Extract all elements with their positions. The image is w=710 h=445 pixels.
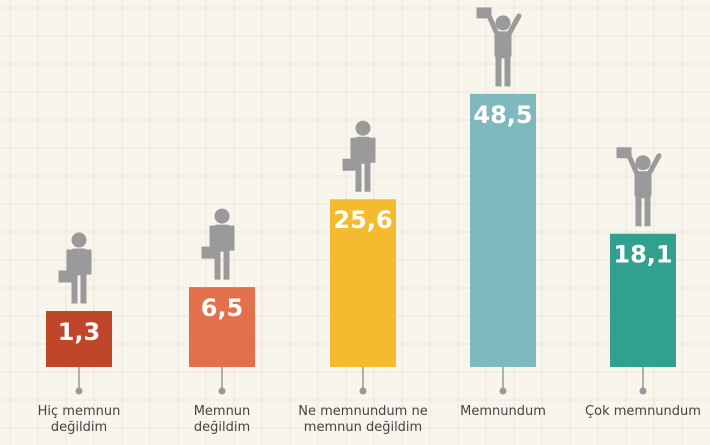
torso xyxy=(354,136,372,164)
arm xyxy=(646,153,662,177)
category-label: Çok memnundum xyxy=(585,404,701,419)
briefcase xyxy=(342,158,356,171)
head xyxy=(214,208,230,224)
person-icon xyxy=(342,120,376,192)
arm xyxy=(626,153,640,177)
arm xyxy=(370,137,376,163)
category-label: Memnundum xyxy=(460,404,546,419)
stem-dot xyxy=(639,387,647,395)
leg xyxy=(364,160,371,192)
briefcase xyxy=(616,147,632,159)
torso xyxy=(494,31,512,59)
torso xyxy=(634,171,652,199)
person-icon xyxy=(476,7,522,87)
arm xyxy=(209,225,215,251)
briefcase xyxy=(58,270,72,283)
leg xyxy=(80,272,87,304)
person-icon xyxy=(201,208,235,280)
category-label: Memnun değildim xyxy=(193,404,251,435)
bar xyxy=(330,199,396,367)
leg xyxy=(644,195,651,227)
leg xyxy=(504,55,511,87)
leg xyxy=(71,272,78,304)
head xyxy=(71,232,87,248)
value-label: 6,5 xyxy=(201,294,244,322)
torso xyxy=(213,224,231,252)
bar xyxy=(470,93,536,368)
value-label: 48,5 xyxy=(473,101,532,129)
bar xyxy=(610,233,676,367)
arm xyxy=(229,225,235,251)
stem-dot xyxy=(75,387,83,395)
value-label: 25,6 xyxy=(333,206,392,234)
category-label: Ne memnundum ne memnun değildim xyxy=(298,404,428,435)
head xyxy=(355,120,371,136)
leg xyxy=(355,160,362,192)
value-label: 18,1 xyxy=(613,241,672,269)
person-icon xyxy=(58,232,92,304)
torso xyxy=(70,248,88,276)
head xyxy=(635,155,651,171)
briefcase xyxy=(476,7,492,19)
bar xyxy=(189,287,255,367)
leg xyxy=(495,55,502,87)
arm xyxy=(66,249,72,275)
leg xyxy=(214,248,221,280)
category-label: Hiç memnun değildim xyxy=(37,404,121,435)
briefcase xyxy=(201,246,215,259)
person-icon xyxy=(616,147,662,227)
stem-dot xyxy=(218,387,226,395)
stem-dot xyxy=(359,387,367,395)
arm xyxy=(350,137,356,163)
arm xyxy=(486,13,500,37)
head xyxy=(495,15,511,31)
value-label: 1,3 xyxy=(58,318,101,346)
stem-dot xyxy=(499,387,507,395)
leg xyxy=(223,248,230,280)
arm xyxy=(86,249,92,275)
leg xyxy=(635,195,642,227)
bar xyxy=(46,311,112,367)
arm xyxy=(506,13,522,37)
